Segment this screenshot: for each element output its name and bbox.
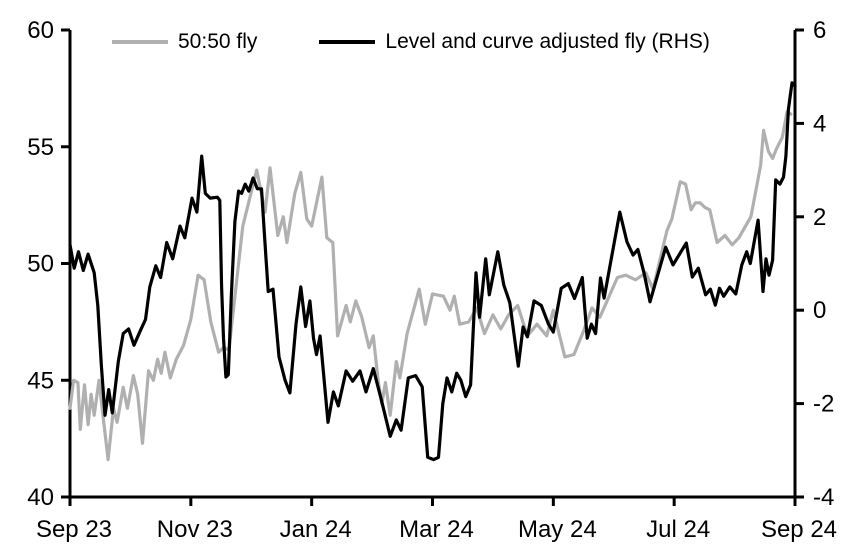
left-tick-label: 40 [27,484,54,511]
legend-label-5050-fly: 50:50 fly [178,30,258,53]
series [68,81,797,462]
right-tick-label: 4 [813,110,826,137]
left-tick-label: 55 [27,134,54,161]
left-tick-label: 45 [27,367,54,394]
x-tick-label: Jan 24 [280,516,352,543]
x-tick-label: May 24 [518,516,597,543]
x-tick-label: Mar 24 [399,516,474,543]
series-line-0 [68,110,793,462]
right-tick-label: -2 [813,391,834,418]
axes [61,28,804,506]
right-tick-label: 0 [813,297,826,324]
right-tick-label: -4 [813,484,834,511]
x-tick-label: Jul 24 [646,516,710,543]
legend-label-adjusted-fly: Level and curve adjusted fly (RHS) [385,30,710,53]
x-tick-label: Nov 23 [157,516,233,543]
x-tick-label: Sep 24 [761,516,837,543]
left-tick-label: 50 [27,251,54,278]
legend-item-5050-fly: 50:50 fly [112,30,257,54]
axis-labels: 40 45 50 55 60 -4 -2 0 2 4 6 Sep 23 Nov 23 Jan 24 Mar … [27,17,837,543]
black-line-swatch [319,40,376,44]
right-tick-label: 6 [813,17,826,44]
series-line-1 [68,81,797,462]
legend: 50:50 fly Level and curve adjusted fly (… [112,30,710,54]
x-tick-label: Sep 23 [36,516,112,543]
left-tick-label: 60 [27,17,54,44]
gray-line-swatch [112,40,168,44]
legend-item-adjusted-fly: Level and curve adjusted fly (RHS) [319,30,710,54]
right-tick-label: 2 [813,204,826,231]
